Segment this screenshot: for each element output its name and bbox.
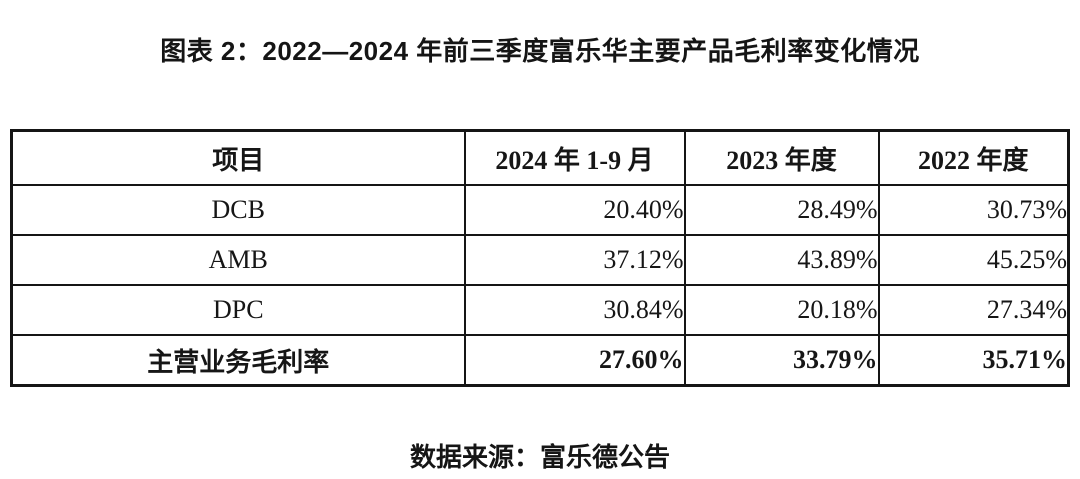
header-2024-1-9: 2024 年 1-9 月 (463, 129, 686, 186)
data-source-caption: 数据来源：富乐德公告 (409, 442, 670, 472)
value-cell: 30.84% (463, 284, 686, 336)
row-label: 主营业务毛利率 (10, 334, 466, 387)
value-cell: 27.60% (463, 334, 686, 387)
table-row-dpc: DPC 30.84% 20.18% 27.34% (10, 284, 1070, 336)
header-2022: 2022 年度 (877, 129, 1070, 186)
header-item-column: 项目 (10, 129, 466, 186)
value-cell: 28.49% (683, 184, 880, 236)
figure-title: 图表 2：2022—2024 年前三季度富乐华主要产品毛利率变化情况 (160, 36, 920, 66)
value-cell: 20.18% (683, 284, 880, 336)
row-label: DPC (10, 284, 466, 336)
row-label: AMB (10, 234, 466, 286)
table-row-dcb: DCB 20.40% 28.49% 30.73% (10, 184, 1070, 236)
table-row-amb: AMB 37.12% 43.89% 45.25% (10, 234, 1070, 286)
value-cell: 45.25% (877, 234, 1070, 286)
value-cell: 30.73% (877, 184, 1070, 236)
value-cell: 27.34% (877, 284, 1070, 336)
value-cell: 43.89% (683, 234, 880, 286)
value-cell: 20.40% (463, 184, 686, 236)
row-label: DCB (10, 184, 466, 236)
value-cell: 35.71% (877, 334, 1070, 387)
table-header-row: 项目 2024 年 1-9 月 2023 年度 2022 年度 (10, 129, 1070, 186)
gross-margin-table: 项目 2024 年 1-9 月 2023 年度 2022 年度 DCB 20.4… (10, 129, 1070, 387)
table-row-main-business-total: 主营业务毛利率 27.60% 33.79% 35.71% (10, 334, 1070, 387)
value-cell: 37.12% (463, 234, 686, 286)
value-cell: 33.79% (683, 334, 880, 387)
header-2023: 2023 年度 (683, 129, 880, 186)
